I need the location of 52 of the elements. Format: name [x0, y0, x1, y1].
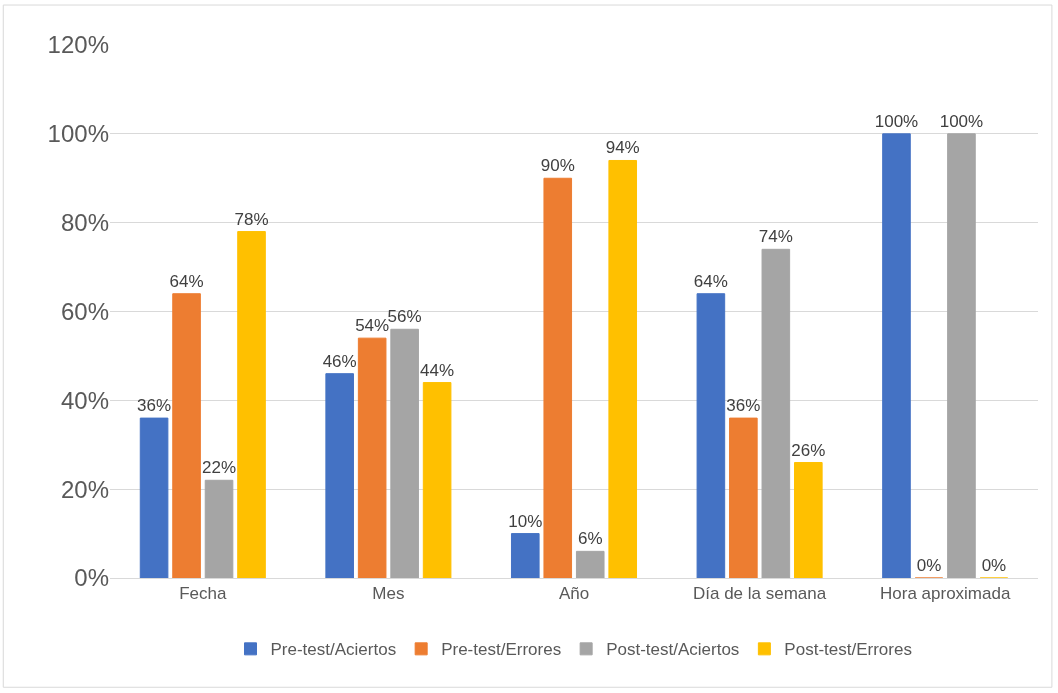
data-label: 22% [202, 458, 237, 478]
x-tick-label: Día de la semana [692, 584, 827, 604]
x-tick-label: Hora aproximada [880, 584, 1011, 604]
data-label: 0% [981, 556, 1007, 575]
data-label: 36% [726, 396, 761, 416]
x-tick-label: Mes [372, 584, 405, 604]
y-tick-label: 80% [60, 209, 109, 237]
data-label: 6% [577, 529, 603, 549]
bar [794, 462, 823, 578]
y-tick-label: 20% [60, 475, 109, 503]
bar [608, 159, 638, 578]
y-tick-label: 120% [47, 31, 109, 59]
bar [390, 328, 419, 578]
y-tick-label: 100% [47, 120, 109, 148]
bar [882, 133, 911, 578]
bar [204, 479, 234, 578]
bar [139, 417, 169, 578]
x-tick-label: Año [558, 584, 590, 604]
bar [729, 417, 758, 578]
bar [761, 248, 791, 578]
bar [422, 382, 452, 578]
data-label: 100% [939, 111, 984, 131]
data-label: 36% [137, 396, 172, 416]
bar [575, 550, 605, 578]
y-tick-label: 40% [60, 386, 109, 414]
data-label: 94% [605, 138, 640, 158]
y-tick-label: 60% [60, 297, 109, 325]
data-label: 90% [540, 156, 575, 176]
bar [357, 337, 387, 578]
data-label: 78% [234, 209, 269, 229]
y-tick-label: 0% [74, 564, 109, 592]
bar [325, 373, 354, 578]
legend-label: Pre-test/Aciertos [270, 640, 397, 660]
legend-label: Post-test/Errores [784, 640, 912, 660]
data-label: 46% [322, 351, 357, 371]
legend-label: Pre-test/Errores [441, 640, 562, 660]
x-tick-label: Fecha [179, 584, 227, 604]
bar [696, 293, 726, 578]
data-label: 10% [508, 511, 543, 531]
bar [172, 293, 201, 578]
data-label: 64% [169, 271, 204, 291]
data-label: 0% [916, 556, 942, 575]
data-label: 44% [420, 360, 455, 380]
bar [510, 533, 540, 578]
data-label: 26% [791, 440, 826, 460]
data-label: 64% [693, 271, 728, 291]
bar [543, 177, 573, 578]
bar [237, 231, 266, 578]
data-label: 74% [758, 227, 793, 247]
bar [947, 133, 976, 578]
data-label: 100% [874, 111, 919, 131]
legend-label: Post-test/Aciertos [606, 640, 740, 660]
